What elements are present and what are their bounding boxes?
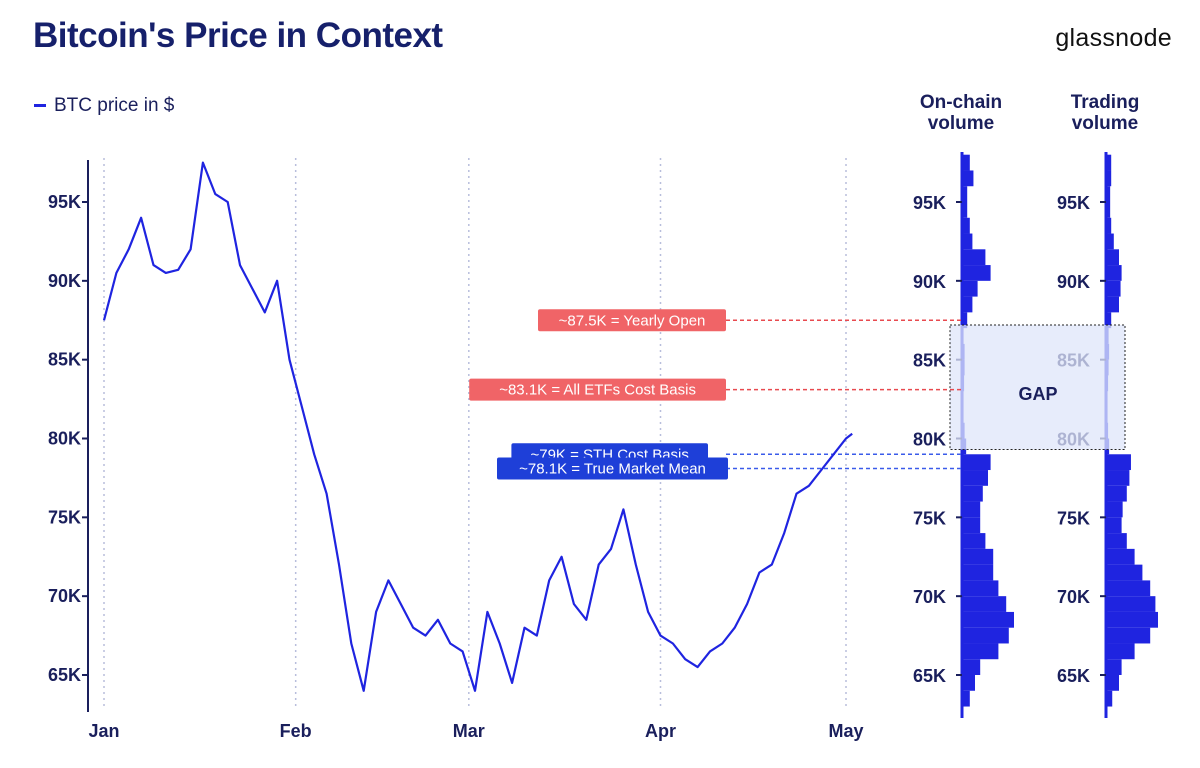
onchain-header-line2: volume (927, 113, 995, 134)
btc-price-line (102, 161, 853, 692)
trading-header-line1: Trading (1070, 92, 1140, 113)
trading-bar (1106, 548, 1135, 565)
trading-bar (1106, 643, 1135, 660)
onchain-bar (962, 186, 968, 202)
annotation-text-0: ~87.5K = Yearly Open (559, 312, 706, 329)
trading-bar (1106, 312, 1112, 329)
trading-bar (1106, 170, 1112, 187)
trading-bar (1106, 249, 1119, 266)
brand-logo: glassnode (1055, 24, 1172, 52)
onchain-bar (962, 233, 973, 250)
trading-bar (1106, 501, 1123, 518)
trading-bar (1106, 296, 1119, 313)
x-tick-label: Mar (453, 721, 485, 741)
onchain-bar (962, 470, 988, 486)
onchain-header-line1: On-chain (919, 92, 1003, 113)
y-tick-label: 65K (48, 665, 81, 685)
trading-bar (1106, 627, 1151, 644)
y-tick-label: 70K (48, 586, 81, 606)
onchain-bar (962, 643, 999, 660)
onchain-bar (962, 249, 986, 266)
onchain-volume-header: On-chain volume (891, 92, 1031, 134)
trading-header-line2: volume (1071, 113, 1139, 134)
legend-swatch (34, 104, 46, 108)
trading-y-tick-label: 70K (1057, 587, 1090, 607)
onchain-bar (962, 580, 999, 597)
trading-bar (1106, 517, 1122, 534)
trading-bar (1106, 202, 1111, 218)
gap-box (949, 324, 1126, 451)
y-tick-label: 85K (48, 350, 81, 370)
y-tick-label: 95K (48, 192, 81, 212)
trading-bar (1106, 564, 1143, 581)
trading-y-tick-label: 90K (1057, 272, 1090, 292)
y-tick-label: 75K (48, 507, 81, 527)
trading-y-tick-label: 95K (1057, 193, 1090, 213)
onchain-y-tick-label: 95K (913, 193, 946, 213)
onchain-bar (962, 265, 991, 281)
onchain-bar (962, 611, 1014, 628)
chart-title: Bitcoin's Price in Context (33, 16, 443, 55)
trading-bar (1106, 659, 1122, 675)
trading-y-tick-label: 65K (1057, 666, 1090, 686)
onchain-bar (962, 202, 968, 218)
trading-bar (1106, 675, 1119, 691)
onchain-y-tick-label: 70K (913, 587, 946, 607)
annotation-badge-3 (497, 457, 728, 480)
onchain-bar (962, 596, 1007, 612)
onchain-bar (962, 296, 973, 313)
onchain-bar (962, 217, 970, 234)
trading-bar (1106, 217, 1112, 234)
legend-label: BTC price in $ (54, 95, 175, 116)
trading-bar (1106, 265, 1122, 281)
trading-bar (1106, 470, 1130, 486)
trading-y-tick-label: 75K (1057, 508, 1090, 528)
onchain-bar (962, 627, 1009, 644)
trading-bar (1106, 533, 1127, 549)
legend: BTC price in $ (34, 95, 174, 117)
trading-bar (1106, 485, 1127, 502)
onchain-y-tick-label: 80K (913, 430, 946, 450)
onchain-bar (962, 517, 981, 534)
annotation-badge-0 (538, 309, 726, 332)
onchain-bar (962, 533, 986, 549)
onchain-bar (962, 564, 994, 581)
onchain-bar (962, 312, 968, 329)
trading-bar (1106, 690, 1113, 707)
trading-bar (1106, 186, 1111, 202)
onchain-bar (962, 675, 975, 691)
trading-bar (1106, 580, 1151, 597)
onchain-bar (962, 170, 974, 187)
onchain-bar (962, 485, 983, 502)
onchain-y-tick-label: 65K (913, 666, 946, 686)
annotation-text-1: ~83.1K = All ETFs Cost Basis (499, 382, 696, 399)
trading-volume-header: Trading volume (1035, 92, 1175, 134)
onchain-bar (962, 690, 970, 707)
onchain-bar (962, 154, 970, 171)
y-tick-label: 90K (48, 271, 81, 291)
onchain-bar (962, 280, 978, 297)
onchain-y-tick-label: 90K (913, 272, 946, 292)
onchain-y-tick-label: 75K (913, 508, 946, 528)
trading-bar (1106, 154, 1112, 171)
onchain-bar (962, 659, 981, 675)
onchain-bar (962, 548, 994, 565)
x-tick-label: May (828, 721, 863, 741)
x-tick-label: Feb (280, 721, 312, 741)
trading-bar (1106, 454, 1131, 471)
annotation-badge-1 (469, 378, 726, 401)
gap-label: GAP (1018, 384, 1057, 404)
x-tick-label: Apr (645, 721, 676, 741)
trading-bar (1106, 233, 1114, 250)
annotation-text-3: ~78.1K = True Market Mean (519, 460, 706, 477)
onchain-y-tick-label: 85K (913, 351, 946, 371)
onchain-bar (962, 501, 981, 518)
trading-bar (1106, 611, 1158, 628)
onchain-bar (962, 454, 991, 471)
trading-bar (1106, 280, 1121, 297)
y-tick-label: 80K (48, 429, 81, 449)
x-tick-label: Jan (88, 721, 119, 741)
trading-bar (1106, 596, 1156, 612)
